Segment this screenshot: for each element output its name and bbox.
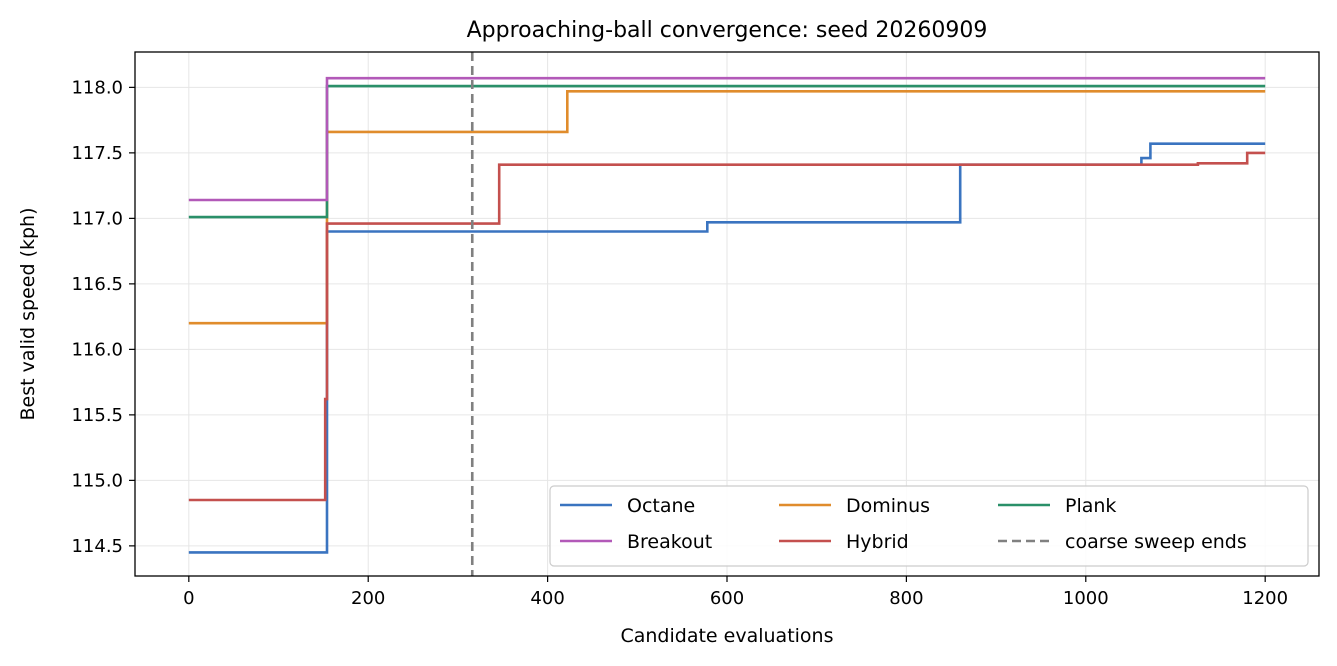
y-axis-ticks: 114.5 115.0 115.5 116.0 116.5 117.0 117.5 118.0 — [71, 77, 135, 557]
x-tick-label: 600 — [710, 588, 744, 609]
legend-label: Hybrid — [846, 531, 909, 553]
x-tick-label: 0 — [183, 588, 194, 609]
y-tick-label: 116.5 — [71, 274, 123, 295]
y-tick-label: 115.5 — [71, 405, 123, 426]
x-tick-label: 1000 — [1063, 588, 1109, 609]
legend-label: Plank — [1065, 495, 1116, 517]
y-tick-label: 116.0 — [71, 339, 123, 360]
legend-box — [549, 485, 1309, 567]
x-tick-label: 200 — [351, 588, 385, 609]
x-tick-label: 400 — [530, 588, 564, 609]
series-line-breakout — [188, 76, 1266, 202]
x-tick-label: 1200 — [1242, 588, 1288, 609]
legend-label: Dominus — [846, 495, 930, 517]
series-line-hybrid — [188, 151, 1266, 502]
grid — [135, 52, 1319, 576]
legend-label: Breakout — [627, 531, 712, 553]
y-axis-label: Best valid speed (kph) — [17, 207, 39, 420]
legend-label: Octane — [627, 495, 695, 517]
y-tick-label: 117.0 — [71, 208, 123, 229]
y-tick-label: 117.5 — [71, 143, 123, 164]
y-tick-label: 118.0 — [71, 77, 123, 98]
plot-lines — [188, 52, 1266, 576]
y-tick-label: 114.5 — [71, 536, 123, 557]
x-axis-ticks: 0 200 400 600 800 1000 1200 — [183, 576, 1288, 609]
legend: Octane Dominus Plank Breakout Hybrid coarse s… — [549, 485, 1309, 567]
chart-title: Approaching-ball convergence: seed 20260… — [467, 18, 988, 43]
series-line-dominus — [188, 90, 1266, 325]
legend-label: coarse sweep ends — [1065, 531, 1247, 553]
x-axis-label: Candidate evaluations — [620, 625, 833, 647]
y-tick-label: 115.0 — [71, 470, 123, 491]
x-tick-label: 800 — [889, 588, 923, 609]
